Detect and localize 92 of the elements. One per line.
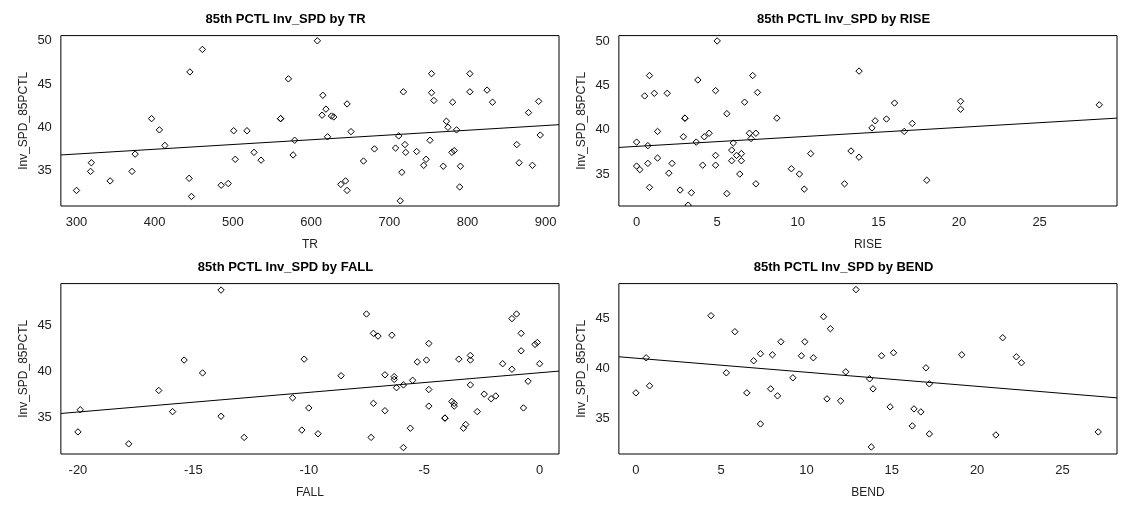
point <box>749 357 758 365</box>
point <box>789 374 797 382</box>
point <box>797 352 806 360</box>
y-tick-label: 35 <box>595 410 610 426</box>
point <box>889 349 898 357</box>
y-axis-title: Inv_SPD_85PCTL <box>573 71 588 170</box>
point <box>743 389 751 397</box>
point <box>766 385 775 393</box>
x-tick-label: 600 <box>300 214 322 230</box>
point <box>1094 428 1102 436</box>
point <box>867 443 876 451</box>
x-tick-label: -20 <box>68 462 88 478</box>
point <box>645 382 654 390</box>
y-tick-label: 50 <box>37 32 52 48</box>
x-tick-label: 15 <box>884 462 900 478</box>
point <box>865 375 874 383</box>
chart-title: 85th PCTL Inv_SPD by BEND <box>753 259 934 275</box>
point <box>642 354 650 362</box>
y-tick-label: 50 <box>595 32 610 48</box>
point <box>917 408 925 416</box>
x-tick-label: -5 <box>418 462 430 478</box>
x-tick-label: 25 <box>1032 214 1047 230</box>
x-tick-label: 0 <box>535 462 544 478</box>
x-tick-label: 5 <box>717 462 725 478</box>
point <box>809 354 818 362</box>
x-tick-label: -10 <box>299 462 319 478</box>
y-tick-label: 40 <box>37 118 52 134</box>
x-tick-label: 10 <box>799 462 814 478</box>
y-tick-label: 35 <box>37 162 52 178</box>
y-axis-title: Inv_SPD_85PCTL <box>15 319 30 418</box>
x-tick-label: 0 <box>632 462 640 478</box>
chart-title: 85th PCTL Inv_SPD by TR <box>205 11 367 27</box>
point <box>826 325 835 333</box>
point <box>958 351 966 359</box>
x-axis-title: TR <box>301 237 319 252</box>
y-axis-title: Inv_SPD_85PCTL <box>15 71 30 170</box>
x-tick-label: -15 <box>183 462 203 478</box>
point <box>823 395 831 403</box>
point <box>925 430 934 438</box>
point <box>922 364 930 372</box>
x-tick-label: 900 <box>534 214 557 230</box>
x-tick-label: 800 <box>456 214 479 230</box>
x-tick-label: 300 <box>65 214 88 230</box>
x-tick-label: 25 <box>1055 462 1070 478</box>
x-axis-title: RISE <box>853 237 882 252</box>
point <box>886 403 894 411</box>
point <box>1012 353 1021 361</box>
y-tick-label: 40 <box>595 360 610 376</box>
y-axis-title: Inv_SPD_85PCTL <box>573 319 588 418</box>
point <box>836 397 845 405</box>
point <box>1017 359 1026 367</box>
point <box>869 385 877 393</box>
chart-title: 85th PCTL Inv_SPD by RISE <box>756 11 931 27</box>
x-tick-label: 20 <box>951 214 967 230</box>
point <box>731 328 739 336</box>
chart-title: 85th PCTL Inv_SPD by FALL <box>197 259 374 275</box>
point <box>925 380 934 388</box>
point <box>756 420 765 428</box>
x-axis-title: FALL <box>295 485 325 500</box>
point <box>877 352 886 360</box>
y-tick-label: 45 <box>37 316 52 332</box>
x-tick-label: 700 <box>378 214 401 230</box>
x-axis-title: BEND <box>851 485 885 500</box>
point <box>632 389 640 397</box>
y-tick-label: 45 <box>37 75 52 91</box>
point <box>999 334 1007 342</box>
point <box>722 369 731 377</box>
y-tick-label: 40 <box>37 362 52 378</box>
y-tick-label: 45 <box>595 310 610 326</box>
point <box>773 392 782 400</box>
y-tick-label: 35 <box>595 165 610 181</box>
x-tick-label: 15 <box>871 214 886 230</box>
point <box>801 338 809 346</box>
point <box>908 422 916 430</box>
x-tick-label: 20 <box>969 462 985 478</box>
x-tick-label: 10 <box>790 214 806 230</box>
point <box>819 312 828 321</box>
point <box>910 405 918 413</box>
point <box>756 350 765 358</box>
x-tick-label: 5 <box>713 214 721 230</box>
x-tick-label: 400 <box>143 214 166 230</box>
y-tick-label: 35 <box>37 408 52 424</box>
point <box>992 431 1000 439</box>
point <box>852 285 860 294</box>
point <box>777 338 785 346</box>
y-tick-label: 40 <box>595 121 610 137</box>
point <box>768 351 777 359</box>
point <box>707 311 715 320</box>
y-tick-label: 45 <box>595 76 610 92</box>
x-tick-label: 0 <box>632 214 641 230</box>
point <box>842 368 850 376</box>
x-tick-label: 500 <box>222 214 244 230</box>
